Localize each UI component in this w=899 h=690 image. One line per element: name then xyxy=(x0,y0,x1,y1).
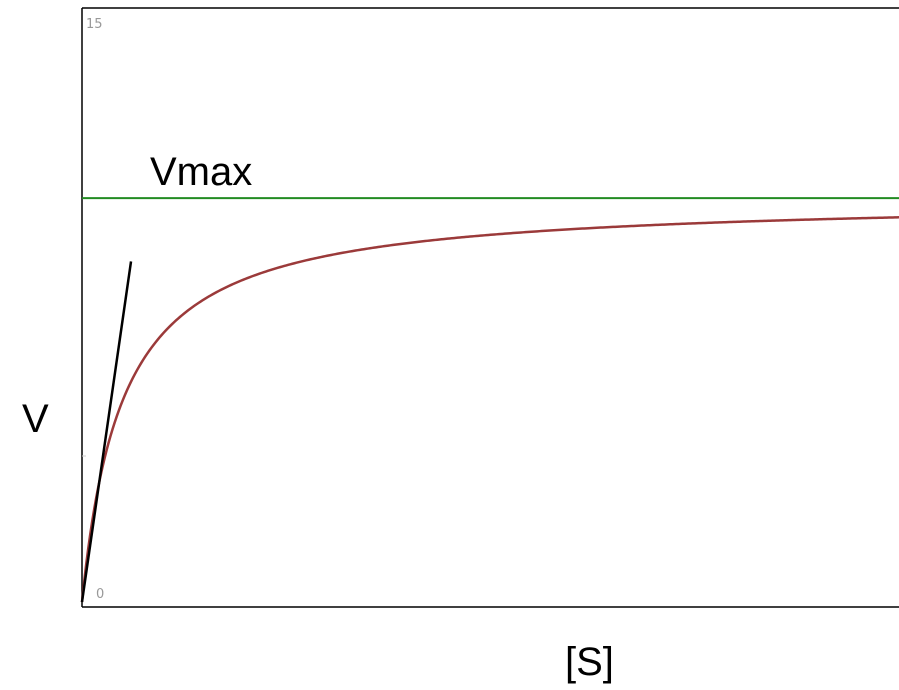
plot-frame xyxy=(81,7,899,608)
initial-slope-tangent-line xyxy=(80,261,133,603)
vmax-label: Vmax xyxy=(150,150,252,194)
x-axis-label: [S] xyxy=(565,640,614,684)
michaelis-menten-curve xyxy=(80,216,899,603)
y-tick-label-zero: 0 xyxy=(96,587,104,602)
y-tick-label-max: 15 xyxy=(86,17,103,32)
y-axis-label: V xyxy=(22,397,49,441)
